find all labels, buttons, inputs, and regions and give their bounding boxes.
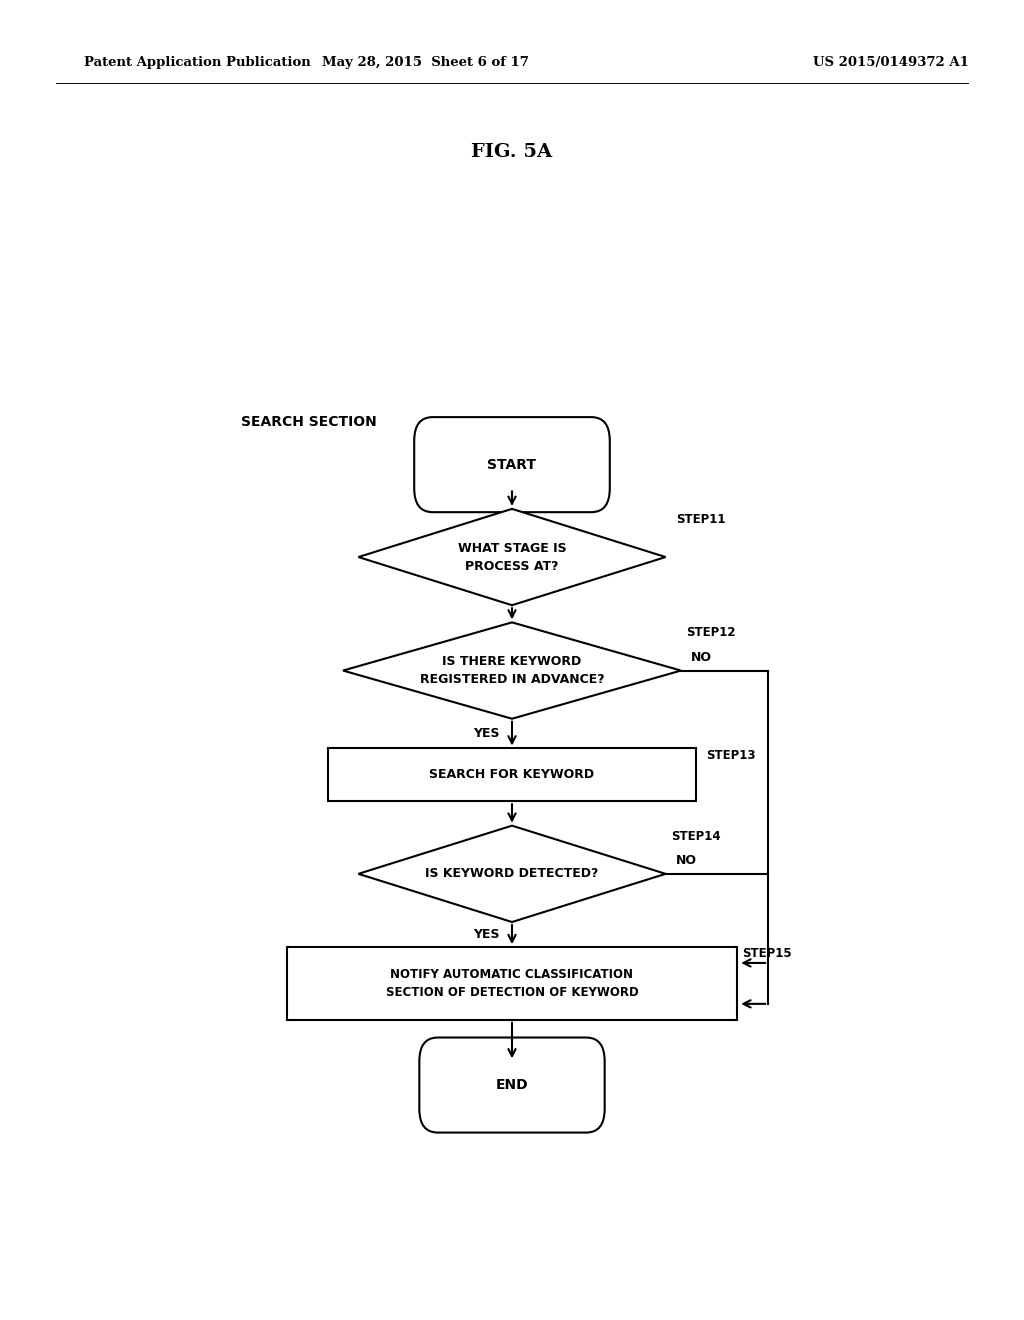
Text: WHAT STAGE IS
PROCESS AT?: WHAT STAGE IS PROCESS AT? bbox=[458, 541, 566, 573]
Text: IS KEYWORD DETECTED?: IS KEYWORD DETECTED? bbox=[425, 867, 599, 880]
Text: STEP11: STEP11 bbox=[676, 513, 725, 525]
Text: IS THERE KEYWORD
REGISTERED IN ADVANCE?: IS THERE KEYWORD REGISTERED IN ADVANCE? bbox=[420, 655, 604, 686]
Bar bbox=[287, 948, 737, 1019]
Text: SEARCH FOR KEYWORD: SEARCH FOR KEYWORD bbox=[429, 768, 595, 781]
Text: STEP12: STEP12 bbox=[686, 627, 735, 639]
Text: US 2015/0149372 A1: US 2015/0149372 A1 bbox=[813, 55, 969, 69]
Text: NO: NO bbox=[676, 854, 697, 867]
Text: START: START bbox=[487, 458, 537, 471]
Text: STEP14: STEP14 bbox=[671, 830, 720, 842]
FancyBboxPatch shape bbox=[420, 1038, 604, 1133]
Bar bbox=[328, 748, 696, 801]
Text: NOTIFY AUTOMATIC CLASSIFICATION
SECTION OF DETECTION OF KEYWORD: NOTIFY AUTOMATIC CLASSIFICATION SECTION … bbox=[386, 968, 638, 999]
Text: NO: NO bbox=[691, 651, 713, 664]
Text: SEARCH SECTION: SEARCH SECTION bbox=[241, 416, 377, 429]
Polygon shape bbox=[358, 826, 666, 921]
Text: May 28, 2015  Sheet 6 of 17: May 28, 2015 Sheet 6 of 17 bbox=[322, 55, 528, 69]
Polygon shape bbox=[343, 623, 681, 718]
Text: Patent Application Publication: Patent Application Publication bbox=[84, 55, 310, 69]
Text: STEP13: STEP13 bbox=[707, 748, 756, 762]
Text: YES: YES bbox=[473, 727, 500, 741]
Text: END: END bbox=[496, 1078, 528, 1092]
Polygon shape bbox=[358, 510, 666, 605]
FancyBboxPatch shape bbox=[414, 417, 609, 512]
Text: YES: YES bbox=[473, 928, 500, 941]
Text: FIG. 5A: FIG. 5A bbox=[471, 143, 553, 161]
Text: STEP15: STEP15 bbox=[742, 948, 792, 960]
